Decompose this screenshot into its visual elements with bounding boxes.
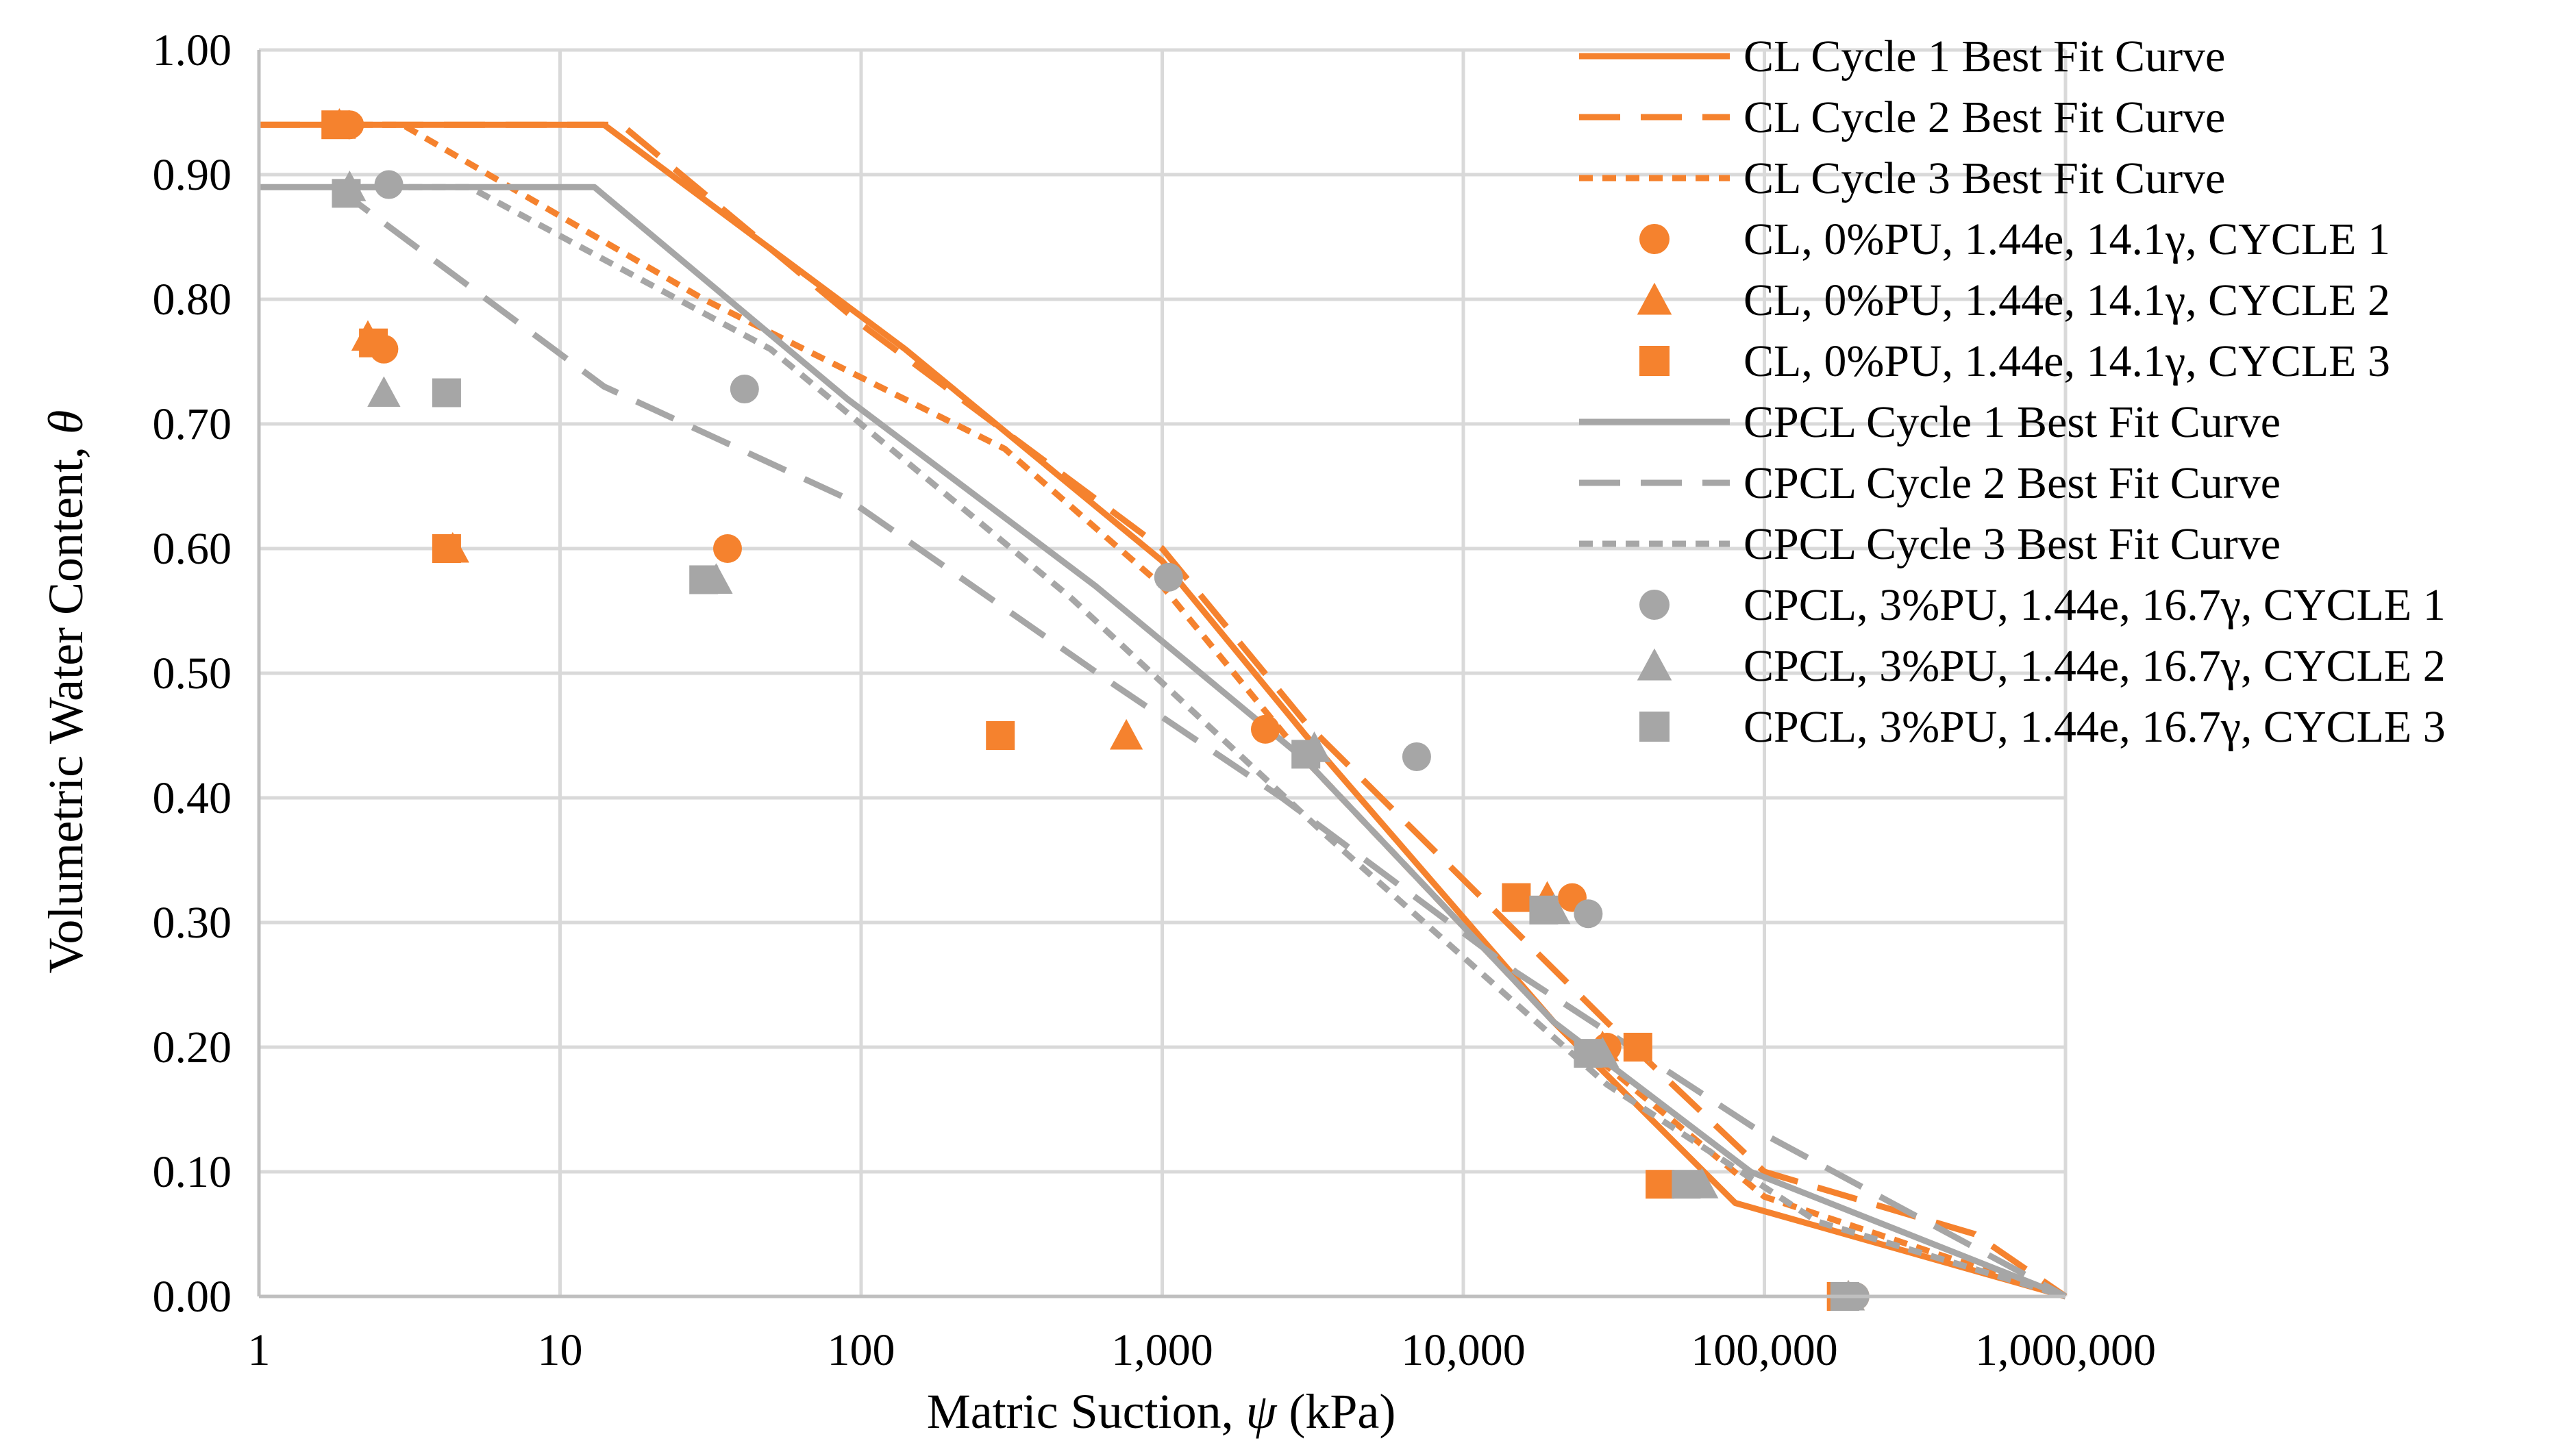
legend-item: CPCL, 3%PU, 1.44e, 16.7γ, CYCLE 1 — [1639, 580, 2446, 630]
x-tick-label: 10 — [538, 1325, 583, 1375]
y-tick-label: 0.20 — [153, 1022, 232, 1072]
series-4-group — [323, 108, 1865, 1311]
y-tick-label: 1.00 — [153, 25, 232, 75]
data-point — [321, 110, 351, 140]
y-axis-title-text: Volumetric Water Content, — [38, 434, 93, 973]
x-tick-label: 100,000 — [1691, 1325, 1838, 1375]
legend-item: CPCL Cycle 2 Best Fit Curve — [1579, 458, 2281, 508]
series-5-group — [321, 110, 1856, 1311]
data-point — [712, 534, 742, 563]
data-point — [689, 565, 719, 594]
legend-item: CL Cycle 2 Best Fit Curve — [1579, 92, 2225, 142]
legend-item: CL Cycle 3 Best Fit Curve — [1579, 153, 2225, 203]
legend-item: CL, 0%PU, 1.44e, 14.1γ, CYCLE 2 — [1637, 275, 2390, 325]
data-point — [1574, 1039, 1603, 1068]
legend-item: CPCL, 3%PU, 1.44e, 16.7γ, CYCLE 3 — [1639, 702, 2446, 752]
x-tick-label: 1,000 — [1111, 1325, 1213, 1375]
data-point — [1623, 1033, 1652, 1062]
legend-item: CL, 0%PU, 1.44e, 14.1γ, CYCLE 1 — [1639, 214, 2390, 264]
data-point — [332, 179, 361, 208]
data-point — [1402, 742, 1431, 771]
series-0-group — [259, 121, 2067, 1300]
y-tick-label: 0.30 — [153, 898, 232, 948]
data-point — [374, 170, 404, 199]
x-axis-title: Matric Suction, ψ (kPa) — [927, 1384, 1396, 1439]
x-tick-label: 10,000 — [1401, 1325, 1526, 1375]
data-point — [730, 375, 759, 404]
x-axis-title-symbol: ψ — [1246, 1384, 1278, 1439]
data-point — [432, 378, 461, 407]
legend-item: CPCL Cycle 1 Best Fit Curve — [1579, 397, 2281, 447]
legend-marker-swatch — [1639, 224, 1670, 254]
y-axis-title-symbol: θ — [38, 410, 93, 434]
series-line — [259, 121, 2067, 1300]
y-tick-label: 0.50 — [153, 649, 232, 699]
series-6-group — [259, 184, 2067, 1300]
data-point — [432, 534, 461, 563]
y-tick-label: 0.80 — [153, 275, 232, 325]
series-7-group — [334, 184, 2068, 1299]
legend-item: CL Cycle 1 Best Fit Curve — [1579, 32, 2225, 81]
y-tick-label: 0.70 — [153, 399, 232, 449]
legend-label: CL, 0%PU, 1.44e, 14.1γ, CYCLE 2 — [1744, 275, 2390, 325]
y-tick-label: 0.90 — [153, 150, 232, 200]
data-point — [1529, 895, 1559, 925]
y-tick-label: 0.00 — [153, 1272, 232, 1322]
legend-label: CL, 0%PU, 1.44e, 14.1γ, CYCLE 1 — [1744, 214, 2390, 264]
series-line — [259, 184, 2067, 1300]
legend-item: CPCL Cycle 3 Best Fit Curve — [1579, 519, 2281, 569]
legend-marker-swatch — [1639, 590, 1670, 620]
data-point — [1291, 740, 1321, 769]
legend-item: CL, 0%PU, 1.44e, 14.1γ, CYCLE 3 — [1639, 336, 2390, 386]
axes: 0.00 0.10 0.20 0.30 0.40 0.50 0.60 0.70 0.80 0.90… — [153, 25, 2157, 1375]
series-3-group — [335, 110, 1870, 1311]
series-line — [334, 184, 2068, 1299]
y-axis-title: Volumetric Water Content, θ — [38, 410, 93, 974]
x-tick-label: 1,000,000 — [1975, 1325, 2156, 1375]
legend-label: CPCL, 3%PU, 1.44e, 16.7γ, CYCLE 1 — [1744, 580, 2446, 630]
x-tick-label: 1 — [248, 1325, 271, 1375]
legend-label: CL, 0%PU, 1.44e, 14.1γ, CYCLE 3 — [1744, 336, 2390, 386]
legend-marker-swatch — [1637, 282, 1672, 315]
x-axis-title-text: Matric Suction, — [927, 1384, 1246, 1439]
data-point — [367, 376, 401, 407]
legend: CL Cycle 1 Best Fit Curve CL Cycle 2 Best… — [1579, 32, 2446, 752]
legend-label: CPCL Cycle 1 Best Fit Curve — [1744, 397, 2281, 447]
y-tick-label: 0.40 — [153, 773, 232, 823]
x-axis-title-unit: (kPa) — [1276, 1384, 1395, 1439]
data-point — [1646, 1170, 1675, 1199]
legend-label: CPCL Cycle 2 Best Fit Curve — [1744, 458, 2281, 508]
series-line — [362, 184, 2067, 1300]
data-point — [1502, 883, 1531, 912]
legend-label: CPCL Cycle 3 Best Fit Curve — [1744, 519, 2281, 569]
legend-marker-swatch — [1639, 712, 1670, 742]
series-10-group — [333, 171, 1865, 1311]
legend-label: CL Cycle 1 Best Fit Curve — [1744, 32, 2225, 81]
data-point — [1109, 718, 1143, 750]
x-tick-label: 100 — [828, 1325, 895, 1375]
legend-label: CPCL, 3%PU, 1.44e, 16.7γ, CYCLE 2 — [1744, 641, 2446, 691]
data-point — [1672, 1170, 1701, 1199]
data-point — [1250, 714, 1280, 744]
data-point — [986, 721, 1015, 750]
legend-label: CL Cycle 3 Best Fit Curve — [1744, 153, 2225, 203]
legend-marker-swatch — [1637, 648, 1672, 681]
series-8-group — [362, 184, 2067, 1300]
legend-item: CPCL, 3%PU, 1.44e, 16.7γ, CYCLE 2 — [1637, 641, 2446, 691]
data-point — [1574, 899, 1603, 929]
y-tick-label: 0.10 — [153, 1147, 232, 1197]
data-point — [359, 328, 388, 357]
legend-marker-swatch — [1639, 346, 1670, 376]
legend-label: CPCL, 3%PU, 1.44e, 16.7γ, CYCLE 3 — [1744, 702, 2446, 752]
legend-label: CL Cycle 2 Best Fit Curve — [1744, 92, 2225, 142]
y-tick-label: 0.60 — [153, 524, 232, 574]
data-point — [1154, 562, 1183, 592]
